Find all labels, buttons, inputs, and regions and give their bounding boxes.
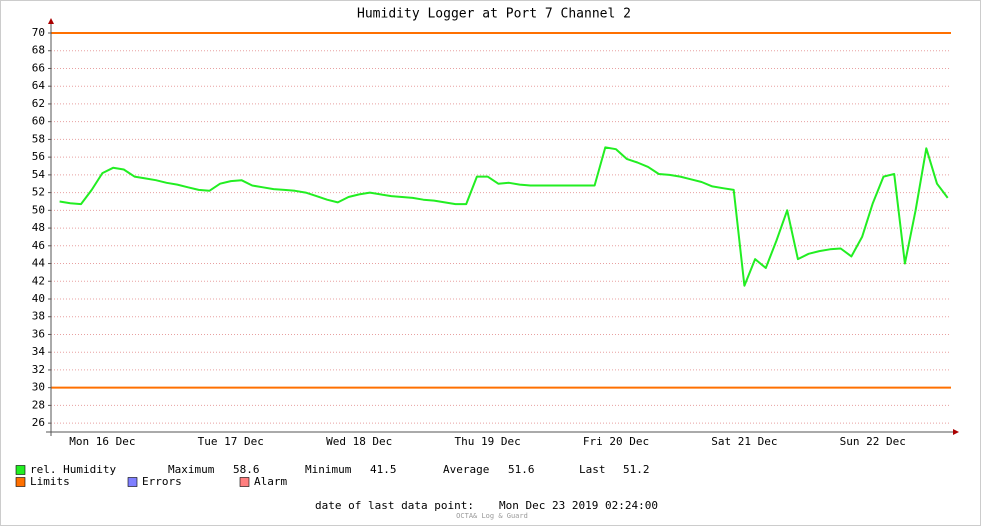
y-tick-label: 70 [32, 26, 45, 39]
legend-label: rel. Humidity [30, 463, 116, 476]
x-axis-arrow [953, 429, 959, 435]
y-tick-label: 58 [32, 132, 45, 145]
y-tick-label: 38 [32, 310, 45, 323]
y-tick-label: 68 [32, 44, 45, 57]
y-tick-label: 50 [32, 203, 45, 216]
legend-label: Limits [30, 475, 70, 488]
x-tick-label: Tue 17 Dec [198, 435, 264, 448]
y-tick-label: 44 [32, 257, 46, 270]
y-tick-label: 62 [32, 97, 45, 110]
series-line [59, 146, 949, 287]
y-tick-label: 42 [32, 274, 45, 287]
legend-swatch [239, 477, 250, 487]
y-tick-label: 46 [32, 239, 45, 252]
stat-value: 51.2 [623, 463, 650, 476]
y-tick-label: 32 [32, 363, 45, 376]
stat-label: Last [579, 463, 606, 476]
stat-value: 51.6 [508, 463, 535, 476]
legend-swatch [15, 477, 26, 487]
y-tick-label: 54 [32, 168, 46, 181]
y-tick-label: 64 [32, 79, 46, 92]
x-tick-label: Sun 22 Dec [840, 435, 906, 448]
stat-label: Minimum [305, 463, 352, 476]
x-tick-label: Wed 18 Dec [326, 435, 392, 448]
y-tick-label: 40 [32, 292, 45, 305]
grid: 26 28 30 32 34 36 38 40 42 44 46 48 50 52 54 56 58 60 62 64… [32, 26, 951, 448]
plot-area [51, 28, 951, 432]
legend-swatch [15, 465, 26, 475]
footer-value: Mon Dec 23 2019 02:24:00 [499, 499, 658, 512]
x-tick-label: Thu 19 Dec [454, 435, 520, 448]
x-tick-label: Sat 21 Dec [711, 435, 777, 448]
legend: rel. Humidity Maximum 58.6 Minimum 41.5 Avera… [15, 463, 650, 488]
legend-label: Alarm [254, 475, 287, 488]
y-tick-label: 30 [32, 381, 45, 394]
y-tick-label: 52 [32, 186, 45, 199]
y-tick-label: 56 [32, 150, 45, 163]
y-axis-arrow [48, 18, 54, 24]
x-tick-label: Fri 20 Dec [583, 435, 649, 448]
y-tick-label: 60 [32, 115, 45, 128]
y-tick-label: 48 [32, 221, 45, 234]
legend-label: Errors [142, 475, 182, 488]
y-tick-label: 66 [32, 61, 45, 74]
y-tick-label: 28 [32, 398, 45, 411]
chart-title: Humidity Logger at Port 7 Channel 2 [357, 7, 631, 22]
marks [51, 32, 951, 389]
stat-label: Average [443, 463, 489, 476]
watermark: OCTA& Log & Guard [456, 512, 528, 520]
y-tick-label: 36 [32, 327, 45, 340]
y-tick-label: 26 [32, 416, 45, 429]
stat-label: Maximum [168, 463, 215, 476]
stat-value: 41.5 [370, 463, 397, 476]
legend-swatch [127, 477, 138, 487]
x-tick-label: Mon 16 Dec [69, 435, 135, 448]
y-tick-label: 34 [32, 345, 46, 358]
footer-label: date of last data point: [315, 499, 474, 512]
stat-value: 58.6 [233, 463, 260, 476]
